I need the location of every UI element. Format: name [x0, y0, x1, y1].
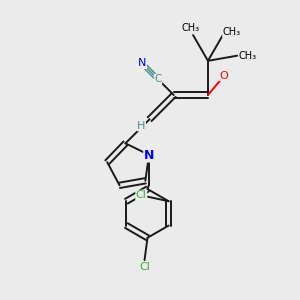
Text: CH₃: CH₃ [181, 23, 199, 33]
Text: CH₃: CH₃ [223, 27, 241, 37]
Text: CH₃: CH₃ [238, 51, 257, 61]
Text: N: N [138, 58, 146, 68]
Text: C: C [154, 74, 162, 84]
Text: N: N [144, 149, 154, 162]
Text: O: O [220, 71, 229, 81]
Text: H: H [137, 121, 146, 131]
Text: Cl: Cl [140, 262, 151, 272]
Text: Cl: Cl [136, 190, 147, 200]
